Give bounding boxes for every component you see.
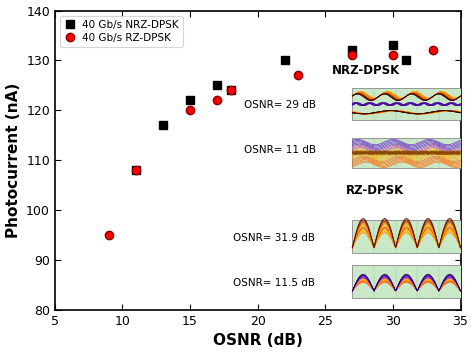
Bar xyxy=(352,265,461,298)
40 Gb/s NRZ-DPSK xyxy=(228,88,234,92)
40 Gb/s NRZ-DPSK xyxy=(403,58,409,63)
40 Gb/s NRZ-DPSK xyxy=(133,168,139,172)
X-axis label: OSNR (dB): OSNR (dB) xyxy=(213,333,302,348)
Text: OSNR= 11 dB: OSNR= 11 dB xyxy=(244,145,316,155)
Y-axis label: Photocurrent (nA): Photocurrent (nA) xyxy=(6,83,20,238)
Bar xyxy=(352,88,461,120)
Bar xyxy=(352,138,461,168)
Line: 40 Gb/s NRZ-DPSK: 40 Gb/s NRZ-DPSK xyxy=(132,41,410,175)
40 Gb/s RZ-DPSK xyxy=(133,168,139,172)
40 Gb/s NRZ-DPSK xyxy=(214,83,220,87)
Text: OSNR= 31.9 dB: OSNR= 31.9 dB xyxy=(233,233,315,242)
40 Gb/s RZ-DPSK xyxy=(187,108,193,113)
40 Gb/s RZ-DPSK xyxy=(349,53,355,58)
40 Gb/s RZ-DPSK xyxy=(295,73,301,78)
40 Gb/s RZ-DPSK xyxy=(106,233,112,237)
40 Gb/s RZ-DPSK xyxy=(390,53,396,58)
40 Gb/s NRZ-DPSK xyxy=(160,123,166,127)
Legend: 40 Gb/s NRZ-DPSK, 40 Gb/s RZ-DPSK: 40 Gb/s NRZ-DPSK, 40 Gb/s RZ-DPSK xyxy=(60,16,182,47)
40 Gb/s RZ-DPSK xyxy=(228,88,234,92)
40 Gb/s NRZ-DPSK xyxy=(187,98,193,103)
Bar xyxy=(352,220,461,253)
40 Gb/s RZ-DPSK xyxy=(214,98,220,103)
40 Gb/s NRZ-DPSK xyxy=(282,58,288,63)
Text: NRZ-DPSK: NRZ-DPSK xyxy=(332,64,401,77)
Text: OSNR= 29 dB: OSNR= 29 dB xyxy=(244,101,316,110)
Text: RZ-DPSK: RZ-DPSK xyxy=(346,184,404,197)
40 Gb/s NRZ-DPSK xyxy=(390,44,396,48)
Text: OSNR= 11.5 dB: OSNR= 11.5 dB xyxy=(233,278,315,287)
40 Gb/s NRZ-DPSK xyxy=(349,48,355,53)
Line: 40 Gb/s RZ-DPSK: 40 Gb/s RZ-DPSK xyxy=(105,46,438,239)
40 Gb/s RZ-DPSK xyxy=(430,48,436,53)
